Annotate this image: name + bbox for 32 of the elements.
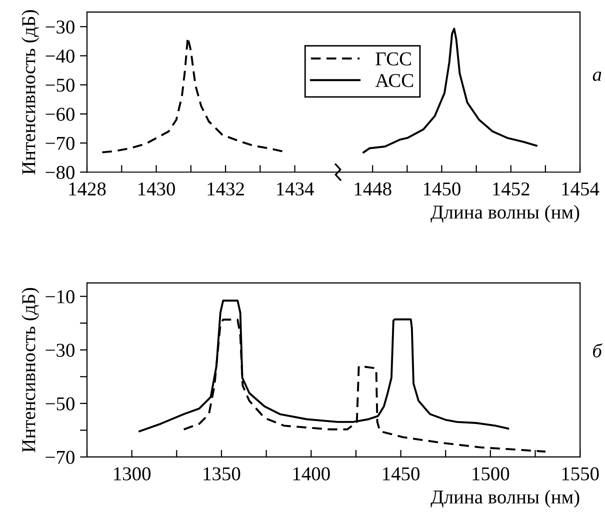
x-tick-label: 1452 — [493, 182, 530, 196]
y-tick-label: −10 — [46, 290, 74, 304]
x-tick-label: 1300 — [114, 467, 151, 480]
x-tick-label: 1400 — [293, 467, 330, 480]
y-tick-label: −30 — [46, 20, 74, 34]
x-tick-label: 1448 — [354, 182, 392, 196]
y-tick-label: −30 — [46, 344, 74, 357]
y-tick-label: −50 — [46, 78, 74, 92]
y-axis-title: Интенсивность (дБ) — [22, 288, 40, 452]
legend-label: ГСС — [376, 52, 411, 66]
x-tick-label: 1450 — [383, 467, 420, 480]
x-tick-label: 1432 — [208, 182, 244, 196]
x-tick-label: 1430 — [138, 182, 175, 196]
x-tick-label: 1550 — [562, 467, 599, 480]
y-axis-title: Интенсивность (дБ) — [22, 10, 40, 174]
x-tick-label: 1434 — [277, 182, 314, 196]
text: а — [592, 72, 602, 81]
y-tick-label: −60 — [46, 108, 74, 121]
y-tick-label: −50 — [46, 397, 74, 410]
y-tick-label: −40 — [46, 50, 74, 63]
x-tick-label: 1428 — [69, 182, 106, 196]
x-tick-label: 1350 — [204, 467, 240, 480]
y-tick-label: −70 — [46, 136, 74, 150]
y-tick-label: −70 — [46, 450, 74, 464]
x-axis-title: Длина волны (нм) — [430, 205, 580, 223]
x-axis-title: Длина волны (нм) — [430, 490, 580, 508]
y-tick-label: −80 — [46, 166, 74, 180]
text: б — [593, 343, 602, 358]
x-tick-label: 1450 — [424, 182, 460, 196]
series-label: АСС — [375, 74, 414, 88]
x-tick-label: 1500 — [472, 467, 510, 480]
x-tick-label: 1454 — [562, 182, 600, 196]
